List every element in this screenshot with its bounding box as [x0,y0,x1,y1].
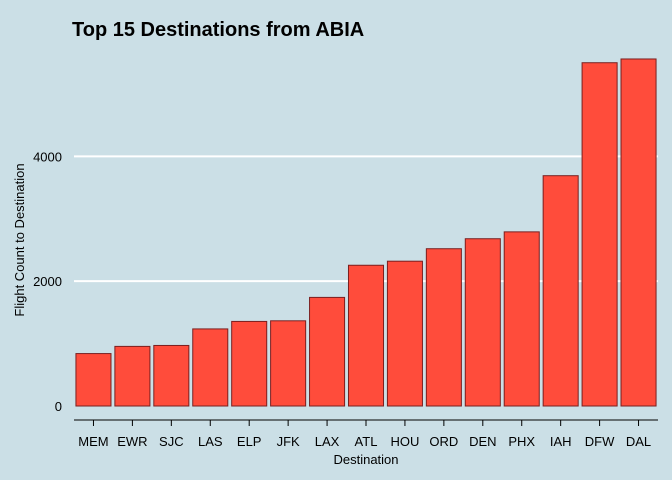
bar-dfw [581,62,618,407]
y-tick-label: 2000 [33,274,62,289]
x-tick-label: SJC [159,434,184,449]
x-tick-label: ELP [237,434,262,449]
y-tick-label: 0 [55,399,62,414]
x-tick-label: EWR [117,434,147,449]
x-tick-label: DFW [585,434,615,449]
x-tick-label: LAX [315,434,340,449]
bar-jfk [270,320,307,407]
x-tick-label: PHX [508,434,535,449]
x-tick-label: IAH [550,434,572,449]
bar-lax [309,296,346,407]
x-tick-label: DAL [626,434,651,449]
x-tick-label: MEM [78,434,108,449]
x-tick-label: ORD [429,434,458,449]
bar-iah [542,175,579,407]
bar-den [464,238,501,407]
x-tick-label: ATL [355,434,378,449]
bar-phx [503,231,540,407]
y-axis-title: Flight Count to Destination [12,163,27,316]
x-axis-title: Destination [333,452,398,467]
bar-sjc [153,344,190,407]
axes [74,419,658,426]
x-tick-label: DEN [469,434,496,449]
chart-title: Top 15 Destinations from ABIA [72,19,364,41]
bar-ord [425,248,462,407]
tick-labels: 0 2000 4000 MEM EWR SJC LAS ELP JFK LAX ATL HOU ORD D… [33,149,651,449]
x-tick-label: LAS [198,434,223,449]
bar-dal [620,58,657,407]
bar-las [192,328,229,407]
bars [75,58,657,407]
bar-hou [386,260,423,407]
bar-ewr [114,345,151,407]
bar-mem [75,353,112,407]
bar-elp [231,320,268,407]
x-tick-label: HOU [390,434,419,449]
bar-atl [347,264,385,407]
y-tick-label: 4000 [33,149,62,164]
x-tick-label: JFK [277,434,300,449]
